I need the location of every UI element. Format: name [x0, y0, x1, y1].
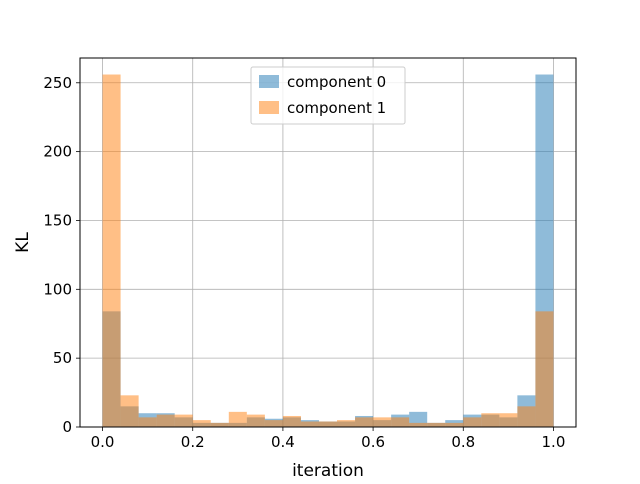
y-tick-label: 150	[43, 211, 72, 229]
histogram-bar	[264, 420, 283, 427]
histogram-bar	[102, 74, 121, 427]
plot-frame	[79, 57, 577, 428]
histogram-bar	[391, 417, 410, 427]
histogram-bar	[318, 421, 338, 427]
legend-box	[250, 66, 406, 125]
histogram-bar	[373, 417, 392, 427]
legend: component 0 component 1	[250, 66, 406, 125]
histogram-bar	[481, 413, 500, 427]
axis-ticks: 0.0 0.2 0.4 0.6 0.8 1.0 0 50 100 150 200 250	[43, 74, 565, 451]
x-tick-label: 0.8	[451, 433, 475, 451]
histogram-bar	[246, 414, 265, 427]
legend-label: component 0	[287, 73, 386, 91]
histogram-bar	[499, 413, 518, 427]
x-tick-label: 0.2	[181, 433, 205, 451]
histogram-bar	[156, 414, 175, 427]
legend-swatch	[259, 75, 279, 88]
histogram-bar	[300, 421, 319, 427]
histogram-bars	[102, 74, 554, 427]
histogram-bar	[535, 311, 554, 427]
legend-entry: component 1	[259, 99, 386, 117]
legend-entry: component 0	[259, 73, 386, 91]
y-tick-label: 250	[43, 74, 72, 92]
histogram-bar	[355, 417, 374, 427]
series-1-bars	[102, 74, 554, 427]
histogram-bar	[228, 411, 247, 427]
histogram-bar	[427, 422, 446, 427]
x-tick-label: 0.6	[361, 433, 385, 451]
histogram-bar	[174, 414, 193, 427]
histogram-bar	[445, 422, 464, 427]
legend-label: component 1	[287, 99, 386, 117]
x-tick-label: 0.0	[91, 433, 115, 451]
histogram-bar	[463, 417, 482, 427]
y-tick-label: 50	[53, 349, 72, 367]
y-axis-title: KL	[13, 232, 33, 253]
x-axis-title: iteration	[292, 461, 364, 480]
histogram-bar	[282, 415, 301, 427]
histogram-bar	[192, 420, 211, 427]
histogram-bar	[409, 422, 428, 427]
histogram-bar	[337, 420, 356, 427]
histogram-bar	[138, 417, 157, 427]
x-tick-label: 0.4	[271, 433, 295, 451]
x-tick-label: 1.0	[542, 433, 566, 451]
y-tick-label: 100	[43, 280, 72, 298]
legend-swatch	[259, 101, 279, 114]
y-tick-label: 200	[43, 143, 72, 161]
histogram-bar	[120, 395, 139, 427]
histogram-bar	[517, 406, 536, 427]
y-tick-label: 0	[62, 418, 72, 436]
histogram-bar	[210, 422, 229, 427]
